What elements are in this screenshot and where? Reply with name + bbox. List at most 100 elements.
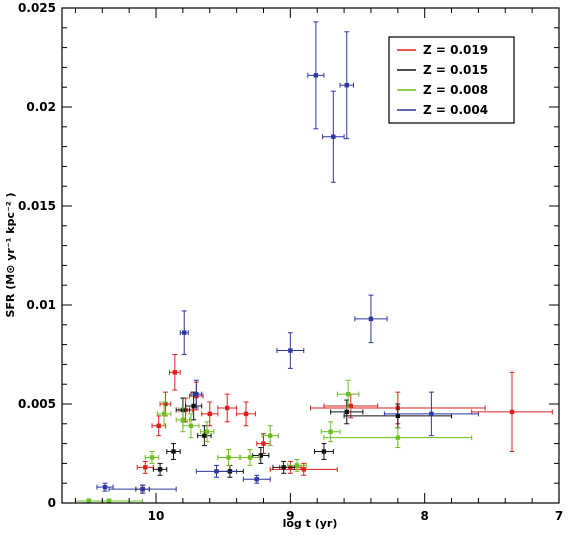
point-marker	[194, 391, 199, 397]
data-point	[185, 391, 203, 421]
y-tick-label: 0.025	[18, 1, 56, 15]
data-point	[152, 462, 168, 476]
x-tick-label: 7	[555, 509, 563, 523]
legend-label: Z = 0.019	[423, 43, 488, 57]
point-marker	[429, 411, 434, 417]
y-axis-label: SFR (M⊙ yr⁻¹ kpc⁻² )	[4, 193, 17, 318]
legend-box	[388, 36, 515, 124]
point-marker	[172, 370, 178, 375]
data-point	[323, 427, 473, 449]
point-marker	[344, 409, 349, 415]
point-marker	[182, 330, 187, 335]
data-point	[343, 403, 453, 429]
point-marker	[313, 73, 319, 78]
point-marker	[331, 134, 336, 139]
point-marker	[140, 486, 145, 492]
point-marker	[225, 405, 230, 411]
point-marker	[143, 465, 148, 470]
data-point	[217, 449, 240, 466]
point-marker	[321, 449, 327, 454]
point-marker	[345, 391, 351, 397]
point-marker	[191, 403, 196, 409]
legend-entry: Z = 0.019	[397, 43, 488, 57]
data-point	[287, 458, 307, 472]
point-marker	[163, 401, 168, 407]
axis-ticks: 10 9 8 7 0 0.005 0.01 0.015 0.02 0.025	[18, 1, 563, 523]
point-marker	[395, 435, 401, 440]
data-point	[276, 332, 305, 369]
point-marker	[395, 413, 401, 419]
x-tick-label: 8	[420, 509, 428, 523]
point-marker	[268, 433, 273, 438]
point-marker	[204, 429, 210, 434]
data-point	[240, 449, 260, 466]
data-point	[323, 393, 379, 419]
point-marker	[509, 409, 515, 415]
point-marker	[261, 441, 266, 446]
data-point	[182, 413, 200, 439]
x-tick-label: 9	[286, 509, 294, 523]
point-marker	[344, 83, 349, 88]
data-point	[336, 379, 360, 409]
point-marker	[102, 484, 108, 490]
point-marker	[328, 429, 333, 434]
point-marker	[301, 467, 306, 472]
plot-frame	[61, 7, 560, 504]
y-tick-label: 0.01	[26, 298, 56, 312]
series-1	[136, 354, 553, 476]
data-point	[168, 354, 181, 391]
data-point	[269, 462, 338, 476]
data-point	[339, 31, 354, 140]
x-tick-label: 10	[148, 509, 165, 523]
y-tick-label: 0.02	[26, 100, 56, 114]
data-point	[201, 401, 219, 427]
point-marker	[157, 467, 163, 472]
y-tick-label: 0.015	[18, 199, 56, 213]
point-marker	[281, 465, 286, 470]
point-marker	[254, 477, 259, 482]
y-tick-label: 0.005	[18, 397, 56, 411]
data-marks	[74, 21, 553, 504]
data-point	[144, 451, 160, 464]
point-marker	[214, 469, 219, 474]
point-marker	[106, 498, 112, 504]
point-marker	[156, 423, 161, 428]
series-4	[96, 21, 479, 494]
point-marker	[149, 455, 155, 460]
point-marker	[258, 453, 263, 458]
x-axis-label: log t (yr)	[283, 517, 338, 530]
point-marker	[202, 433, 207, 438]
data-point	[197, 425, 212, 447]
data-point	[199, 421, 215, 443]
point-marker	[180, 417, 186, 423]
data-point	[330, 399, 364, 425]
data-point	[307, 21, 325, 130]
data-point	[242, 474, 271, 484]
data-point	[166, 443, 181, 460]
point-marker	[368, 316, 374, 322]
data-point	[236, 401, 256, 427]
point-marker	[207, 411, 212, 417]
series-3	[74, 379, 473, 504]
data-point	[217, 393, 238, 423]
legend-entry: Z = 0.015	[397, 63, 488, 77]
point-marker	[348, 403, 353, 409]
point-marker	[247, 455, 253, 460]
data-point	[195, 464, 238, 478]
data-point	[261, 425, 279, 447]
data-point	[175, 407, 191, 433]
y-tick-label: 0	[48, 496, 56, 510]
legend-entry: Z = 0.008	[397, 83, 488, 97]
data-point	[471, 371, 553, 453]
series-2	[135, 391, 453, 494]
data-point	[179, 310, 189, 355]
data-point	[320, 421, 341, 443]
legend-entry: Z = 0.004	[397, 103, 488, 117]
point-marker	[226, 455, 231, 460]
data-point	[252, 447, 270, 464]
data-point	[96, 482, 114, 492]
data-point	[272, 460, 295, 474]
point-marker	[161, 411, 167, 417]
point-marker	[188, 423, 194, 428]
